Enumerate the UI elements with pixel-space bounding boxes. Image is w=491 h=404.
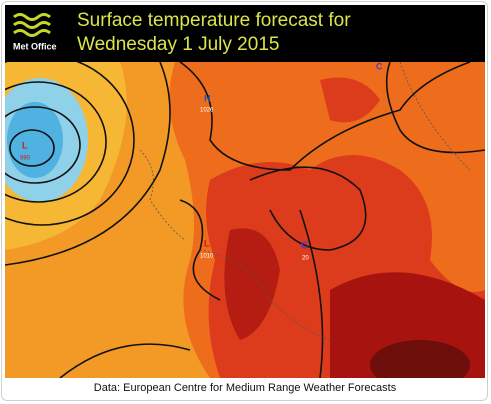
title-line-2: Wednesday 1 July 2015 xyxy=(77,34,279,55)
title-line-1: Surface temperature forecast for xyxy=(77,10,351,31)
pressure-symbol: L xyxy=(22,140,28,150)
logo-text: Met Office xyxy=(13,41,57,51)
pressure-symbol: H xyxy=(204,93,211,103)
pressure-value: 1026 xyxy=(200,108,214,114)
caption: Data: European Centre for Medium Range W… xyxy=(94,382,397,394)
pressure-value: 1010 xyxy=(200,254,214,260)
pressure-value: 990 xyxy=(20,156,31,162)
logo-waves xyxy=(13,13,51,37)
extreme-zone xyxy=(370,340,470,378)
pressure-value: 20 xyxy=(302,256,309,262)
header-bar xyxy=(5,5,485,62)
isobars xyxy=(5,62,485,378)
coastlines xyxy=(139,62,471,341)
map: L 990 H 1026 L 1010 C 20 C xyxy=(5,61,485,378)
very-hot-zone xyxy=(224,228,280,340)
pressure-symbol: C xyxy=(376,61,383,71)
pressure-symbol: L xyxy=(204,238,210,248)
pressure-symbol: C xyxy=(301,241,308,252)
hot-patch xyxy=(320,77,380,123)
